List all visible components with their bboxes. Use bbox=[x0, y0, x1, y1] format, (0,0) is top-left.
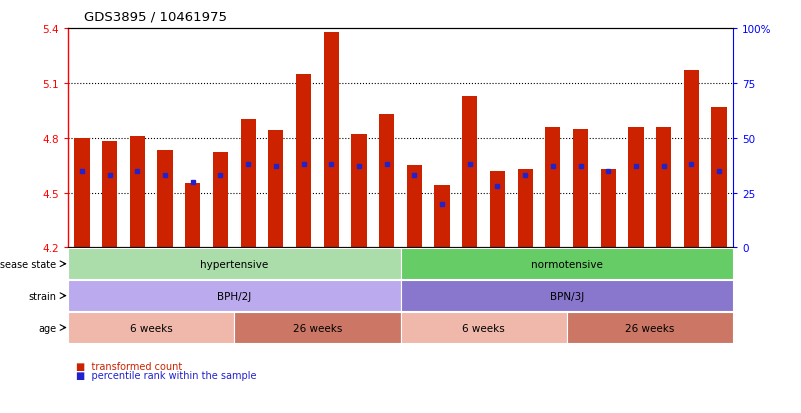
Text: normotensive: normotensive bbox=[531, 259, 602, 269]
Text: ■  percentile rank within the sample: ■ percentile rank within the sample bbox=[76, 370, 256, 380]
Bar bbox=[185, 184, 200, 248]
Text: 6 weeks: 6 weeks bbox=[462, 323, 505, 333]
Bar bbox=[379, 115, 394, 248]
Text: BPH/2J: BPH/2J bbox=[217, 291, 252, 301]
Bar bbox=[130, 137, 145, 248]
Bar bbox=[213, 153, 228, 248]
Bar bbox=[158, 151, 173, 248]
Bar bbox=[434, 186, 449, 248]
Bar bbox=[517, 169, 533, 248]
Text: age: age bbox=[38, 323, 56, 333]
Bar bbox=[656, 127, 671, 248]
Bar bbox=[462, 96, 477, 248]
Bar bbox=[573, 129, 588, 248]
Bar bbox=[601, 169, 616, 248]
Text: 26 weeks: 26 weeks bbox=[625, 323, 674, 333]
Bar bbox=[490, 171, 505, 248]
Text: disease state: disease state bbox=[0, 259, 56, 269]
Bar bbox=[545, 127, 561, 248]
Text: strain: strain bbox=[28, 291, 56, 301]
Bar bbox=[74, 138, 90, 248]
Bar bbox=[352, 135, 367, 248]
Bar bbox=[628, 127, 643, 248]
Text: ■  transformed count: ■ transformed count bbox=[76, 361, 183, 371]
Bar bbox=[296, 74, 311, 248]
Bar bbox=[240, 120, 256, 248]
Text: 6 weeks: 6 weeks bbox=[130, 323, 172, 333]
Bar bbox=[407, 166, 422, 248]
Bar bbox=[324, 33, 339, 248]
Bar bbox=[102, 142, 117, 248]
Bar bbox=[684, 71, 699, 248]
Text: hypertensive: hypertensive bbox=[200, 259, 268, 269]
Text: GDS3895 / 10461975: GDS3895 / 10461975 bbox=[84, 10, 227, 23]
Text: 26 weeks: 26 weeks bbox=[292, 323, 342, 333]
Text: BPN/3J: BPN/3J bbox=[549, 291, 584, 301]
Bar bbox=[711, 107, 727, 248]
Bar bbox=[268, 131, 284, 248]
